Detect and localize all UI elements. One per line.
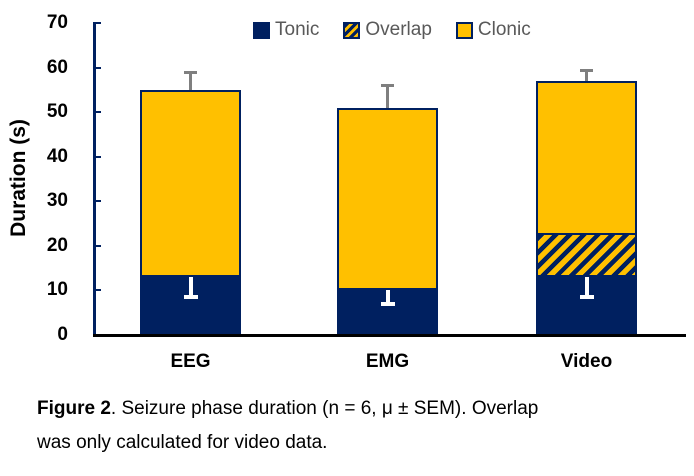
- x-category-label: EMG: [365, 351, 410, 372]
- bar-segment-overlap: [536, 234, 637, 278]
- tonic-error-bar-cap: [183, 295, 198, 300]
- y-tick-label: 0: [57, 324, 68, 345]
- bar-segment-clonic: [536, 80, 637, 235]
- tonic-error-bar-line: [385, 290, 390, 304]
- legend-label-clonic: Clonic: [477, 19, 531, 40]
- tonic-error-bar-cap: [380, 301, 395, 306]
- legend-label-overlap: Overlap: [365, 19, 432, 40]
- total-error-bar-cap: [381, 84, 394, 88]
- y-tick-mark: [93, 111, 101, 114]
- total-error-bar-cap: [580, 68, 593, 72]
- total-error-bar-line: [386, 85, 389, 108]
- legend-item-overlap: Overlap: [343, 19, 432, 41]
- total-error-bar-cap: [184, 71, 197, 75]
- y-tick-label: 60: [46, 56, 68, 78]
- y-axis-line: [93, 23, 96, 337]
- caption-figure-label: Figure 2: [37, 398, 111, 419]
- y-tick-mark: [93, 155, 101, 158]
- y-tick-label: 20: [46, 234, 68, 256]
- tonic-error-bar-cap: [579, 295, 594, 300]
- y-tick-label: 10: [46, 279, 68, 301]
- y-tick-mark: [93, 200, 101, 203]
- tonic-error-bar-line: [584, 277, 589, 298]
- caption-line-1: Figure 2. Seizure phase duration (n = 6,…: [37, 392, 687, 426]
- figure-caption: Figure 2. Seizure phase duration (n = 6,…: [37, 392, 687, 460]
- legend-label-tonic: Tonic: [275, 19, 320, 40]
- y-tick-mark: [93, 66, 101, 69]
- total-error-bar-line: [585, 69, 588, 81]
- tonic-swatch-icon: [253, 21, 270, 39]
- overlap-swatch-icon: [343, 21, 361, 39]
- y-tick-label: 30: [46, 190, 68, 212]
- y-tick-mark: [93, 289, 101, 292]
- x-category-label: EEG: [170, 351, 211, 372]
- x-axis-line: [93, 334, 686, 337]
- y-tick-label: 50: [46, 101, 68, 123]
- clonic-swatch-icon: [455, 21, 473, 39]
- y-tick-mark: [93, 22, 101, 24]
- caption-line-2: was only calculated for video data.: [37, 432, 328, 453]
- bar-segment-clonic: [140, 89, 241, 278]
- caption-line-1-text: . Seizure phase duration (n = 6, μ ± SEM…: [110, 398, 539, 419]
- tonic-error-bar-line: [188, 277, 193, 298]
- legend-item-tonic: Tonic: [253, 19, 319, 41]
- bar-segment-clonic: [337, 107, 438, 291]
- y-tick-label: 70: [46, 12, 68, 33]
- y-tick-mark: [93, 244, 101, 247]
- x-category-label: Video: [560, 351, 613, 372]
- chart-legend: Tonic Overlap Clonic: [253, 19, 531, 41]
- y-tick-label: 40: [46, 145, 68, 167]
- legend-item-clonic: Clonic: [455, 19, 531, 41]
- total-error-bar-line: [189, 72, 192, 90]
